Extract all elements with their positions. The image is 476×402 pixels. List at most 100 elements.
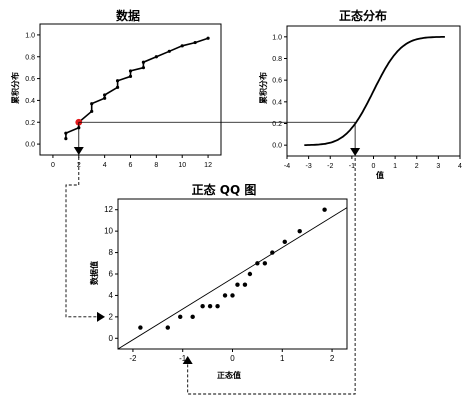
normal-y-tick-label: 1.0 bbox=[272, 34, 282, 41]
data-point bbox=[141, 66, 146, 70]
data-y-tick-label: 0.0 bbox=[25, 142, 35, 149]
data-ylabel: 累积分布 bbox=[10, 72, 20, 104]
data-point bbox=[128, 69, 133, 73]
qq-point bbox=[207, 303, 213, 309]
normal-x-tick-label: -4 bbox=[284, 163, 290, 170]
data-x-tick-label: 4 bbox=[103, 162, 107, 169]
data-x-tick-label: 2 bbox=[77, 162, 81, 169]
data-point bbox=[180, 44, 184, 48]
normal-x-tick-label: 2 bbox=[415, 163, 419, 170]
data-x-tick-label: 8 bbox=[154, 162, 158, 169]
normal-y-ticks: 0.0 0.2 0.4 0.6 0.8 1.0 bbox=[272, 34, 287, 150]
qq-y-tick-label: 6 bbox=[109, 270, 114, 279]
data-point bbox=[64, 137, 68, 141]
qq-point bbox=[230, 293, 235, 298]
data-x-tick-label: 6 bbox=[129, 162, 133, 169]
qq-point bbox=[138, 325, 143, 330]
normal-x-tick-label: 3 bbox=[436, 163, 440, 170]
data-y-tick-label: 0.8 bbox=[25, 54, 35, 61]
qq-y-axis-arrow bbox=[97, 311, 105, 322]
qq-point bbox=[255, 261, 260, 266]
data-point bbox=[90, 109, 94, 113]
qq-y-tick-label: 0 bbox=[109, 334, 114, 343]
qq-point bbox=[190, 314, 195, 320]
qq-point bbox=[200, 303, 205, 309]
data-point bbox=[167, 49, 171, 53]
data-x-tick-label: 10 bbox=[178, 162, 186, 169]
data-point bbox=[103, 93, 107, 97]
data-point bbox=[128, 74, 133, 78]
normal-x-tick-label: 1 bbox=[393, 163, 397, 170]
data-chart-title: 数据 bbox=[116, 8, 140, 23]
normal-axis-triangle bbox=[350, 148, 361, 156]
qq-point bbox=[297, 228, 302, 234]
data-point bbox=[115, 79, 120, 83]
normal-y-tick-label: 0.2 bbox=[272, 121, 282, 128]
data-x-tick-label: 0 bbox=[51, 162, 55, 169]
qq-x-tick-label: 1 bbox=[280, 354, 285, 363]
qq-series bbox=[117, 207, 348, 350]
panel-data: 数据 累积分布 0.0 0.2 0.4 0.6 0.8 1.0 0 2 4 6 8 10 12 bbox=[10, 8, 222, 169]
connectors bbox=[65, 121, 361, 395]
qq-point bbox=[262, 261, 268, 266]
qq-y-tick-label: 10 bbox=[104, 227, 113, 236]
connector-normal-to-qq bbox=[187, 158, 356, 395]
normal-cdf-curve bbox=[304, 36, 445, 147]
data-point bbox=[103, 96, 107, 100]
data-y-tick-label: 1.0 bbox=[25, 32, 35, 39]
data-x-ticks: 0 2 4 6 8 10 12 bbox=[51, 155, 212, 169]
data-point bbox=[141, 60, 146, 64]
qq-y-tick-label: 12 bbox=[104, 205, 113, 214]
qq-y-tick-label: 8 bbox=[109, 248, 114, 257]
qq-point bbox=[235, 282, 240, 287]
qq-point bbox=[178, 314, 183, 320]
normal-ylabel: 累积分布 bbox=[258, 72, 268, 104]
normal-x-tick-label: 4 bbox=[458, 163, 462, 170]
data-point bbox=[154, 55, 158, 59]
qq-x-tick-label: 0 bbox=[230, 354, 235, 363]
normal-x-ticks: -4 -3 -2 -1 0 1 2 3 4 bbox=[284, 156, 462, 170]
data-ecdf-line bbox=[65, 37, 209, 139]
data-series bbox=[64, 36, 210, 141]
data-point bbox=[64, 131, 68, 135]
normal-y-tick-label: 0.8 bbox=[272, 56, 282, 63]
data-x-tick-label: 12 bbox=[204, 162, 212, 169]
connector-data-to-qq bbox=[65, 157, 98, 318]
normal-y-tick-label: 0.0 bbox=[272, 143, 282, 150]
qq-chart-title: 正态 QQ 图 bbox=[192, 182, 257, 197]
normal-x-tick-label: -2 bbox=[327, 163, 333, 170]
normal-x-tick-label: -3 bbox=[306, 163, 312, 170]
qq-x-tick-label: -2 bbox=[129, 354, 137, 363]
qq-xlabel: 正态值 bbox=[217, 370, 241, 380]
qq-point bbox=[270, 250, 275, 255]
data-y-tick-label: 0.2 bbox=[25, 120, 35, 127]
normal-chart-title: 正态分布 bbox=[339, 8, 387, 23]
data-y-tick-label: 0.4 bbox=[25, 98, 35, 105]
normal-x-tick-label: 0 bbox=[372, 163, 376, 170]
qq-ylabel: 数据值 bbox=[89, 261, 99, 285]
qq-y-tick-label: 4 bbox=[109, 291, 114, 300]
data-point bbox=[206, 36, 210, 40]
data-point bbox=[115, 85, 120, 89]
normal-xlabel: 值 bbox=[376, 170, 384, 180]
qq-y-ticks: 0 2 4 6 8 10 12 bbox=[104, 205, 118, 343]
qq-point bbox=[322, 207, 327, 212]
qq-y-tick-label: 2 bbox=[109, 312, 114, 321]
qq-x-axis-arrow bbox=[182, 356, 193, 364]
qq-point bbox=[215, 303, 220, 309]
data-point bbox=[193, 40, 197, 45]
qq-plot-frame bbox=[117, 198, 348, 350]
data-axis-triangle bbox=[73, 147, 84, 155]
qq-reference-line bbox=[117, 207, 348, 350]
normal-y-tick-label: 0.6 bbox=[272, 78, 282, 85]
qq-point bbox=[282, 239, 287, 245]
qq-point bbox=[222, 293, 228, 298]
qq-point bbox=[165, 325, 170, 330]
normal-x-tick-label: -1 bbox=[349, 163, 355, 170]
normal-series bbox=[304, 36, 445, 147]
data-y-tick-label: 0.6 bbox=[25, 76, 35, 83]
qq-x-tick-label: -1 bbox=[179, 354, 187, 363]
data-point bbox=[90, 102, 94, 106]
